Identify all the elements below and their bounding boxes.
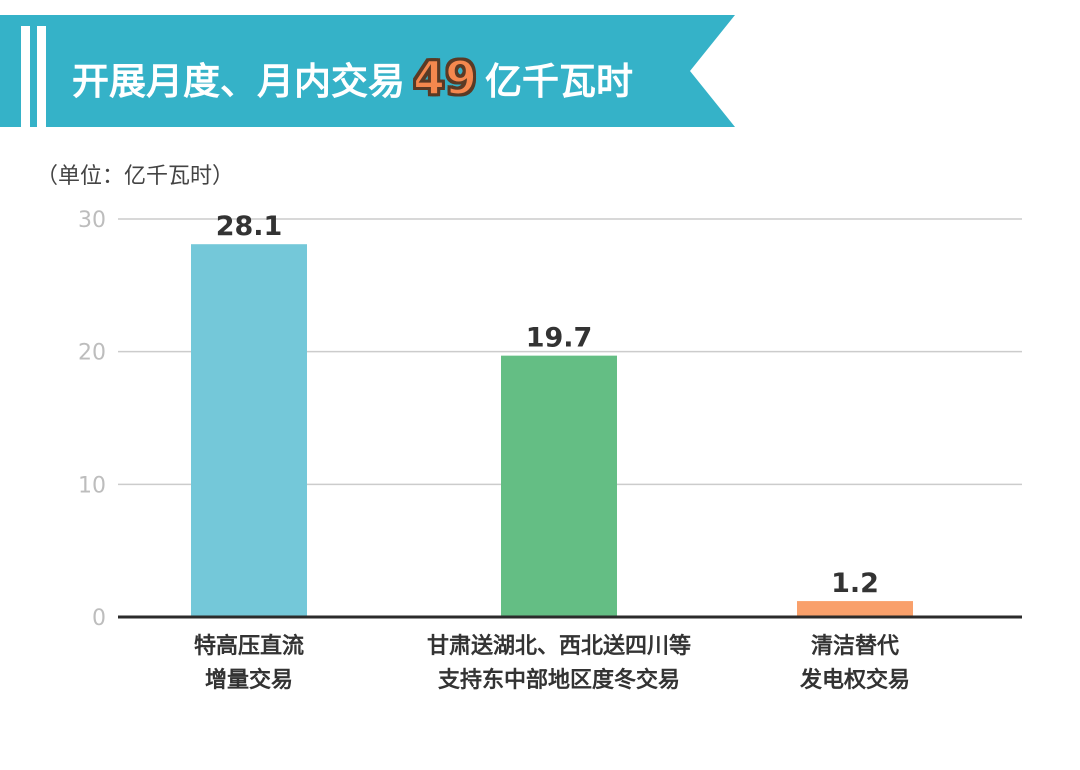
- y-tick-label-20: 20: [78, 341, 106, 366]
- category-label-1-line-2: 增量交易: [204, 668, 293, 693]
- page-title: 开展月度、月内交易 49 亿千瓦时: [72, 50, 633, 106]
- title-banner: [0, 15, 735, 127]
- category-label-1: 特高压直流 增量交易: [59, 630, 439, 698]
- category-label-3: 清洁替代 发电权交易: [665, 630, 1045, 698]
- category-label-2-line-1: 甘肃送湖北、西北送四川等: [426, 634, 691, 659]
- title-text-before: 开展月度、月内交易: [72, 60, 405, 103]
- category-label-2-line-2: 支持东中部地区度冬交易: [437, 668, 680, 693]
- unit-label: （单位：亿千瓦时）: [36, 164, 235, 189]
- bar-value-label-3: 1.2: [831, 568, 879, 599]
- category-label-3-line-2: 发电权交易: [799, 668, 910, 693]
- title-text-after: 亿千瓦时: [485, 60, 634, 103]
- y-tick-label-30: 30: [78, 208, 106, 233]
- bar-3: [797, 601, 913, 617]
- y-tick-label-10: 10: [78, 473, 106, 498]
- bar-2: [501, 355, 617, 617]
- bar-value-label-2: 19.7: [526, 323, 593, 354]
- bar-1: [191, 244, 307, 617]
- category-label-1-line-1: 特高压直流: [193, 634, 304, 659]
- category-label-2: 甘肃送湖北、西北送四川等 支持东中部地区度冬交易: [369, 630, 749, 698]
- title-highlight-number: 49: [412, 50, 478, 106]
- banner-stripe-1: [21, 26, 30, 127]
- y-tick-label-0: 0: [92, 606, 106, 631]
- bar-value-label-1: 28.1: [216, 211, 283, 242]
- banner-stripe-2: [37, 26, 46, 127]
- category-label-3-line-1: 清洁替代: [810, 634, 899, 659]
- banner-background: [0, 15, 735, 127]
